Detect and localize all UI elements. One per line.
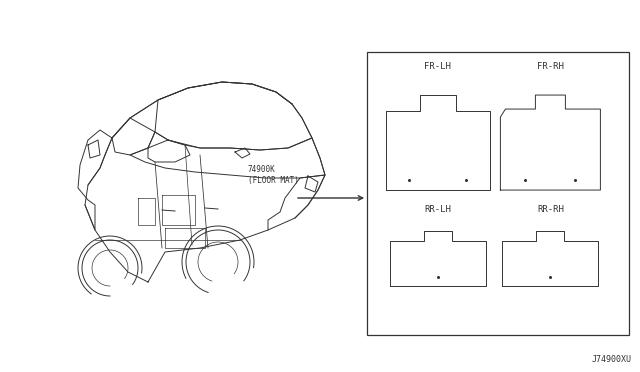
Text: FR-RH: FR-RH [537, 61, 564, 71]
Text: RR-LH: RR-LH [424, 205, 451, 214]
Bar [367, 52, 629, 335]
Text: 74900K
(FLOOR MAT): 74900K (FLOOR MAT) [248, 165, 299, 185]
Text: FR-LH: FR-LH [424, 61, 451, 71]
Text: J74900XU: J74900XU [592, 355, 632, 364]
Text: RR-RH: RR-RH [537, 205, 564, 214]
